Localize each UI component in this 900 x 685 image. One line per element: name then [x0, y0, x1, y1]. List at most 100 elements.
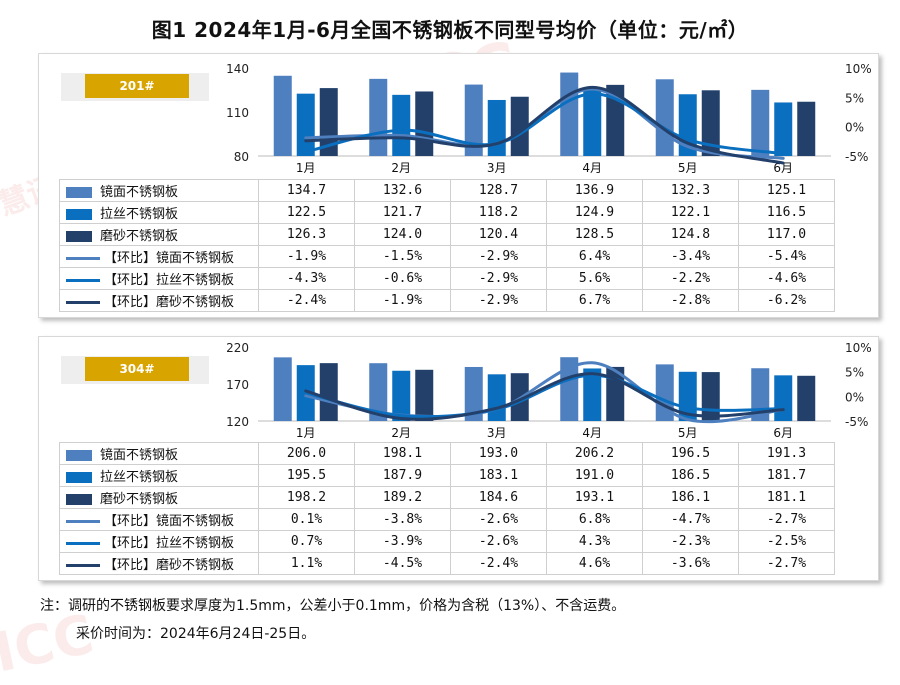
- y2-tick-label: 10%: [845, 341, 872, 355]
- table-cell: -3.8%: [354, 508, 451, 531]
- table-row: 拉丝不锈钢板 122.5 121.7 118.2 124.9 122.1 116.5: [59, 201, 835, 224]
- legend-swatch: [66, 279, 100, 282]
- table-cell: -2.6%: [450, 508, 547, 531]
- table-cell: -1.9%: [258, 245, 355, 268]
- table-row: 【环比】拉丝不锈钢板 -4.3% -0.6% -2.9% 5.6% -2.2% -4.6%: [59, 267, 835, 290]
- x-tick-label: 1月: [296, 426, 316, 440]
- legend-label: 【环比】磨砂不锈钢板: [104, 295, 235, 310]
- chart-panel-304: 304# 120 170 220 -5% 0% 5% 10% 1月 2月 3月 4月 5月 6月 镜面不锈…: [38, 336, 879, 581]
- legend-label: 【环比】拉丝不锈钢板: [104, 536, 235, 551]
- legend-swatch: [66, 494, 92, 505]
- table-cell: 128.5: [546, 223, 643, 246]
- table-row: 【环比】镜面不锈钢板 0.1% -3.8% -2.6% 6.8% -4.7% -2.7%: [59, 508, 835, 531]
- bar-镜面不锈钢板: [560, 357, 579, 421]
- y2-tick-label: 5%: [845, 91, 864, 105]
- chart-svg: 120 170 220 -5% 0% 5% 10% 1月 2月 3月 4月 5月 6月: [226, 341, 872, 440]
- table-cell: 6.8%: [546, 508, 643, 531]
- y2-tick-label: 10%: [845, 62, 872, 76]
- table-cell: 125.1: [738, 179, 835, 202]
- bar-磨砂不锈钢板: [415, 91, 434, 156]
- legend-swatch: [66, 450, 92, 461]
- bar-磨砂不锈钢板: [701, 90, 720, 156]
- y-tick-label: 120: [226, 415, 249, 429]
- table-cell: -5.4%: [738, 245, 835, 268]
- table-cell: 4.6%: [546, 552, 643, 575]
- y-tick-label: 220: [226, 341, 249, 355]
- bar-拉丝不锈钢板: [583, 368, 602, 421]
- bar-镜面不锈钢板: [464, 84, 483, 156]
- table-cell: 0.7%: [258, 530, 355, 553]
- bar-镜面不锈钢板: [751, 89, 770, 156]
- bar-镜面不锈钢板: [464, 366, 483, 421]
- table-cell: 191.3: [738, 442, 835, 465]
- table-cell: 122.1: [642, 201, 739, 224]
- x-tick-label: 6月: [773, 426, 793, 440]
- table-cell: -1.9%: [354, 289, 451, 312]
- bar-磨砂不锈钢板: [510, 96, 529, 156]
- bar-镜面不锈钢板: [273, 357, 292, 421]
- legend-swatch: [66, 187, 92, 198]
- table-cell: 189.2: [354, 486, 451, 509]
- bar-拉丝不锈钢板: [296, 93, 315, 156]
- legend-entry: 【环比】拉丝不锈钢板: [59, 530, 259, 553]
- table-cell: 121.7: [354, 201, 451, 224]
- table-row: 镜面不锈钢板 134.7 132.6 128.7 136.9 132.3 125.1: [59, 179, 835, 202]
- footnote-date: 采价时间为：2024年6月24日-25日。: [76, 626, 316, 642]
- legend-label: 镜面不锈钢板: [100, 448, 179, 463]
- bar-拉丝不锈钢板: [392, 370, 411, 421]
- legend-entry: 【环比】镜面不锈钢板: [59, 245, 259, 268]
- legend-swatch: [66, 564, 100, 567]
- bar-磨砂不锈钢板: [797, 101, 816, 156]
- legend-label: 镜面不锈钢板: [100, 185, 179, 200]
- table-cell: 6.7%: [546, 289, 643, 312]
- legend-entry: 【环比】磨砂不锈钢板: [59, 289, 259, 312]
- table-cell: 206.2: [546, 442, 643, 465]
- data-table: 镜面不锈钢板 134.7 132.6 128.7 136.9 132.3 125.1 拉丝不锈…: [59, 179, 835, 312]
- chart-svg: 80 110 140 -5% 0% 5% 10% 1月 2月 3月 4月 5月 6月: [226, 62, 872, 175]
- x-tick-label: 4月: [582, 426, 602, 440]
- bar-磨砂不锈钢板: [319, 363, 338, 421]
- table-cell: 193.0: [450, 442, 547, 465]
- table-cell: -4.3%: [258, 267, 355, 290]
- table-cell: 134.7: [258, 179, 355, 202]
- x-tick-label: 5月: [678, 161, 698, 175]
- line-环比磨砂不锈钢板: [304, 85, 785, 165]
- table-cell: 184.6: [450, 486, 547, 509]
- y-tick-label: 110: [226, 106, 249, 120]
- table-cell: 128.7: [450, 179, 547, 202]
- x-tick-label: 5月: [678, 426, 698, 440]
- legend-swatch: [66, 209, 92, 220]
- legend-entry: 拉丝不锈钢板: [59, 464, 259, 487]
- legend-label: 拉丝不锈钢板: [100, 470, 179, 485]
- legend-entry: 镜面不锈钢板: [59, 442, 259, 465]
- table-cell: -2.4%: [258, 289, 355, 312]
- table-cell: 187.9: [354, 464, 451, 487]
- bar-拉丝不锈钢板: [487, 99, 506, 156]
- table-cell: -2.2%: [642, 267, 739, 290]
- table-cell: -2.9%: [450, 245, 547, 268]
- table-cell: -2.9%: [450, 289, 547, 312]
- legend-label: 【环比】镜面不锈钢板: [104, 251, 235, 266]
- table-cell: 6.4%: [546, 245, 643, 268]
- table-cell: -4.5%: [354, 552, 451, 575]
- x-tick-label: 3月: [487, 161, 507, 175]
- table-cell: -3.4%: [642, 245, 739, 268]
- table-cell: -2.7%: [738, 508, 835, 531]
- legend-swatch: [66, 542, 100, 545]
- bar-磨砂不锈钢板: [797, 375, 816, 421]
- table-row: 【环比】拉丝不锈钢板 0.7% -3.9% -2.6% 4.3% -2.3% -2.5%: [59, 530, 835, 553]
- legend-swatch: [66, 472, 92, 483]
- x-tick-label: 4月: [582, 161, 602, 175]
- legend-label: 拉丝不锈钢板: [100, 207, 179, 222]
- table-cell: 186.1: [642, 486, 739, 509]
- line-环比拉丝不锈钢板: [304, 373, 785, 419]
- table-cell: 4.3%: [546, 530, 643, 553]
- table-cell: -2.6%: [450, 530, 547, 553]
- table-row: 【环比】磨砂不锈钢板 -2.4% -1.9% -2.9% 6.7% -2.8% -6.2%: [59, 289, 835, 312]
- line-环比磨砂不锈钢板: [304, 372, 785, 421]
- table-cell: 191.0: [546, 464, 643, 487]
- table-cell: -2.4%: [450, 552, 547, 575]
- legend-entry: 【环比】磨砂不锈钢板: [59, 552, 259, 575]
- table-cell: 116.5: [738, 201, 835, 224]
- y2-tick-label: -5%: [845, 415, 868, 429]
